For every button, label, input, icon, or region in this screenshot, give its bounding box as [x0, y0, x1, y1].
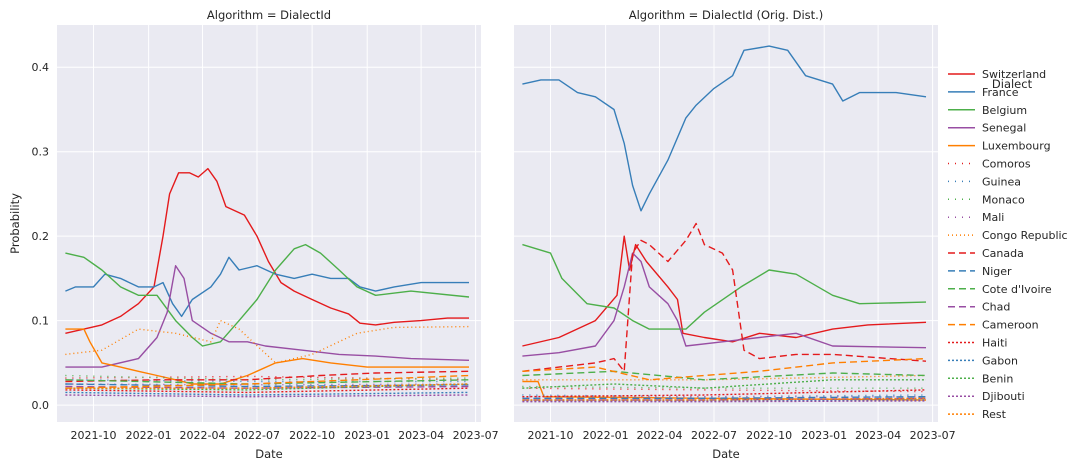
series-line-senegal: [522, 252, 927, 357]
legend-label: Chad: [982, 301, 1010, 314]
legend-label: Djibouti: [982, 390, 1025, 403]
x-tick-label: 2022-01: [583, 429, 629, 442]
legend-item: Chad: [948, 301, 1010, 314]
legend-item: Senegal: [948, 122, 1026, 135]
legend-item: Guinea: [948, 175, 1021, 188]
legend-item: Congo Republic: [948, 229, 1068, 242]
legend-label: Luxembourg: [982, 140, 1051, 153]
x-tick-label: 2021-10: [528, 429, 574, 442]
series-line-haiti: [522, 389, 927, 398]
legend-label: France: [982, 86, 1019, 99]
legend-item: Canada: [948, 247, 1024, 260]
legend-item: Luxembourg: [948, 140, 1051, 153]
legend-item: Gabon: [948, 354, 1018, 367]
series-line-djibouti: [522, 400, 927, 403]
x-tick-label: 2023-04: [855, 429, 901, 442]
x-tick-label: 2022-07: [691, 429, 737, 442]
series-line-niger: [522, 396, 927, 399]
legend-item: Monaco: [948, 193, 1025, 206]
legend-label: Benin: [982, 372, 1013, 385]
legend-item: Comoros: [948, 158, 1031, 171]
y-tick-label: 0.2: [32, 230, 50, 243]
legend-label: Comoros: [982, 158, 1031, 171]
legend-item: Djibouti: [948, 390, 1025, 403]
plot-background: [57, 25, 481, 422]
legend-item: Cameroon: [948, 319, 1039, 332]
x-axis-label: Date: [255, 447, 283, 461]
legend-label: Congo Republic: [982, 229, 1068, 242]
legend-label: Guinea: [982, 175, 1021, 188]
legend-item: Mali: [948, 211, 1004, 224]
x-tick-label: 2022-10: [746, 429, 792, 442]
series-line-djibouti: [65, 394, 470, 398]
legend-title: Dialect: [992, 77, 1033, 91]
legend-item: Switzerland: [948, 68, 1046, 81]
series-line-canada: [522, 222, 927, 372]
series-line-haiti: [65, 387, 470, 394]
legend-item: Rest: [948, 408, 1007, 421]
x-tick-label: 2022-04: [637, 429, 683, 442]
legend-label: Haiti: [982, 337, 1007, 350]
y-axis-label: Probability: [8, 193, 22, 254]
x-tick-label: 2022-10: [289, 429, 335, 442]
legend-label: Niger: [982, 265, 1012, 278]
series-line-gabon: [65, 391, 470, 396]
legend-item: Belgium: [948, 104, 1027, 117]
y-tick-label: 0.0: [32, 399, 50, 412]
legend-label: Senegal: [982, 122, 1026, 135]
chart-panel-2: 2021-10 2022-01 2022-04 2022-07 2022-10 2023-…: [514, 8, 956, 461]
x-tick-label: 2022-01: [126, 429, 172, 442]
series-line-cameroon: [522, 357, 927, 381]
legend-label: Belgium: [982, 104, 1027, 117]
x-tick-label: 2023-07: [453, 429, 499, 442]
x-tick-label: 2023-01: [801, 429, 847, 442]
series-line-cameroon: [65, 374, 470, 389]
series-line-belgium: [522, 243, 927, 330]
x-tick-label: 2022-04: [180, 429, 226, 442]
facet-title: Algorithm = DialectId: [207, 8, 331, 22]
legend-label: Rest: [982, 408, 1007, 421]
series-line-rest: [65, 383, 470, 389]
series-line-belgium: [65, 243, 470, 347]
y-tick-label: 0.3: [32, 146, 50, 159]
legend-label: Cameroon: [982, 319, 1039, 332]
x-tick-label: 2023-07: [910, 429, 956, 442]
series-line-benin: [522, 379, 926, 389]
legend-item: Cote d'Ivoire: [948, 283, 1052, 296]
series-line-rest: [522, 397, 927, 401]
series-line-senegal: [65, 265, 470, 368]
series-line-canada: [65, 370, 470, 383]
series-line-france: [65, 256, 469, 318]
plot-background: [514, 25, 938, 422]
legend-item: Benin: [948, 372, 1013, 385]
chart-panel-1: 0.0 0.1 0.2 0.3 0.4 2021-10 2022-01 2022-04 2022…: [8, 8, 499, 461]
series-line-congo-republic: [522, 374, 927, 381]
legend-label: Mali: [982, 211, 1004, 224]
legend-label: Monaco: [982, 193, 1025, 206]
legend-label: Switzerland: [982, 68, 1046, 81]
x-tick-label: 2022-07: [234, 429, 280, 442]
x-tick-label: 2021-10: [71, 429, 117, 442]
series-line-cote-d-ivoire: [522, 370, 927, 381]
x-tick-label: 2023-01: [344, 429, 390, 442]
x-tick-label: 2023-04: [398, 429, 444, 442]
legend-item: Haiti: [948, 337, 1007, 350]
series-line-france: [522, 45, 927, 212]
legend-label: Canada: [982, 247, 1024, 260]
series-line-gabon: [522, 399, 927, 402]
y-tick-label: 0.1: [32, 315, 50, 328]
legend-label: Cote d'Ivoire: [982, 283, 1052, 296]
legend-item: France: [948, 86, 1019, 99]
y-tick-label: 0.4: [32, 61, 50, 74]
facet-title: Algorithm = DialectId (Orig. Dist.): [629, 8, 824, 22]
series-line-niger: [65, 383, 470, 388]
legend-label: Gabon: [982, 354, 1018, 367]
x-axis-label: Date: [712, 447, 740, 461]
legend-item: Niger: [948, 265, 1012, 278]
